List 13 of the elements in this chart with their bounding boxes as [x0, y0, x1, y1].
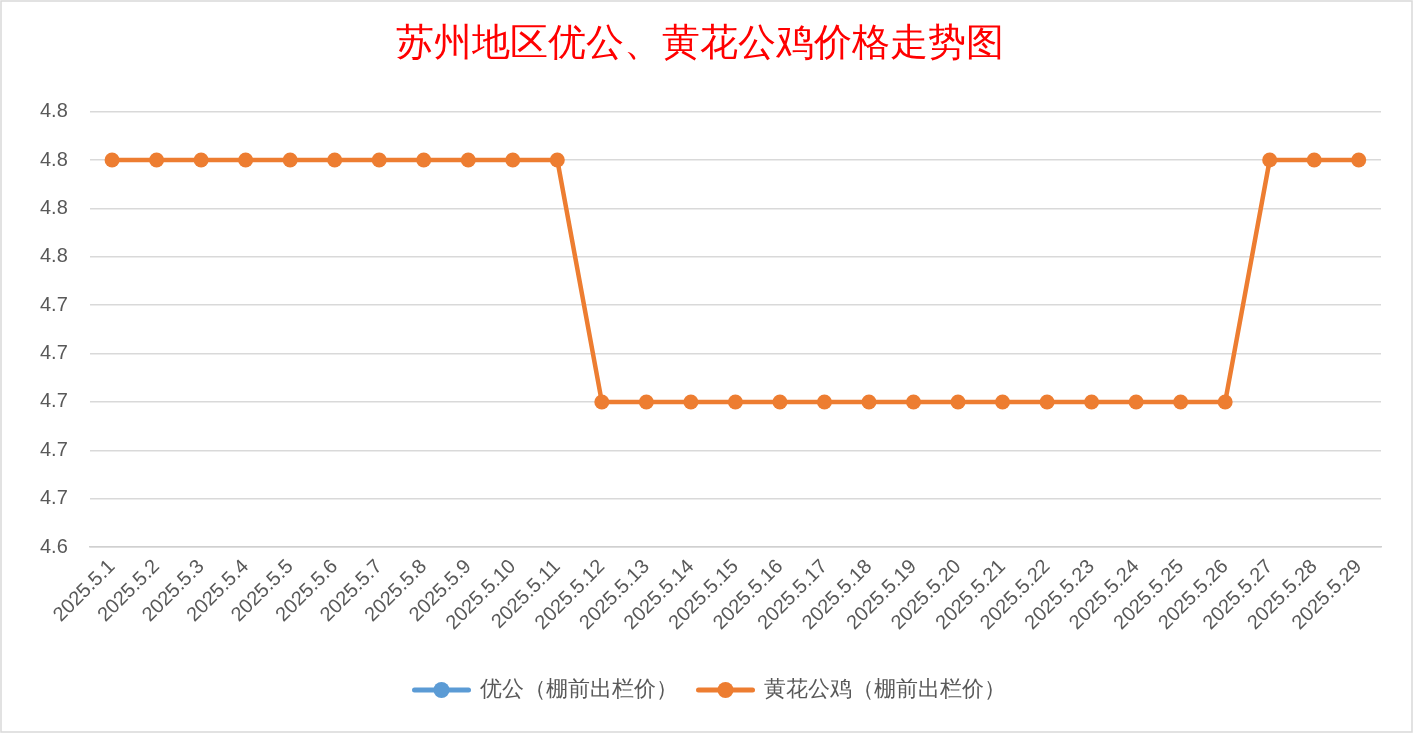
y-tick-label: 4.8 — [39, 244, 68, 267]
y-tick-label: 4.7 — [39, 437, 68, 460]
y-tick-label: 4.7 — [39, 292, 68, 315]
y-tick-label: 4.8 — [39, 99, 68, 122]
y-tick-label: 4.7 — [39, 389, 68, 412]
legend-label: 优公（棚前出栏价） — [479, 676, 678, 702]
y-tick-label: 4.7 — [39, 486, 68, 509]
y-tick-label: 4.7 — [39, 341, 68, 364]
chart-title: 苏州地区优公、黄花公鸡价格走势图 — [395, 20, 1004, 63]
legend-label: 黄花公鸡（棚前出栏价） — [763, 676, 1006, 702]
y-tick-label: 4.8 — [39, 147, 68, 170]
y-tick-label: 4.6 — [39, 534, 68, 557]
y-tick-label: 4.8 — [39, 195, 68, 218]
